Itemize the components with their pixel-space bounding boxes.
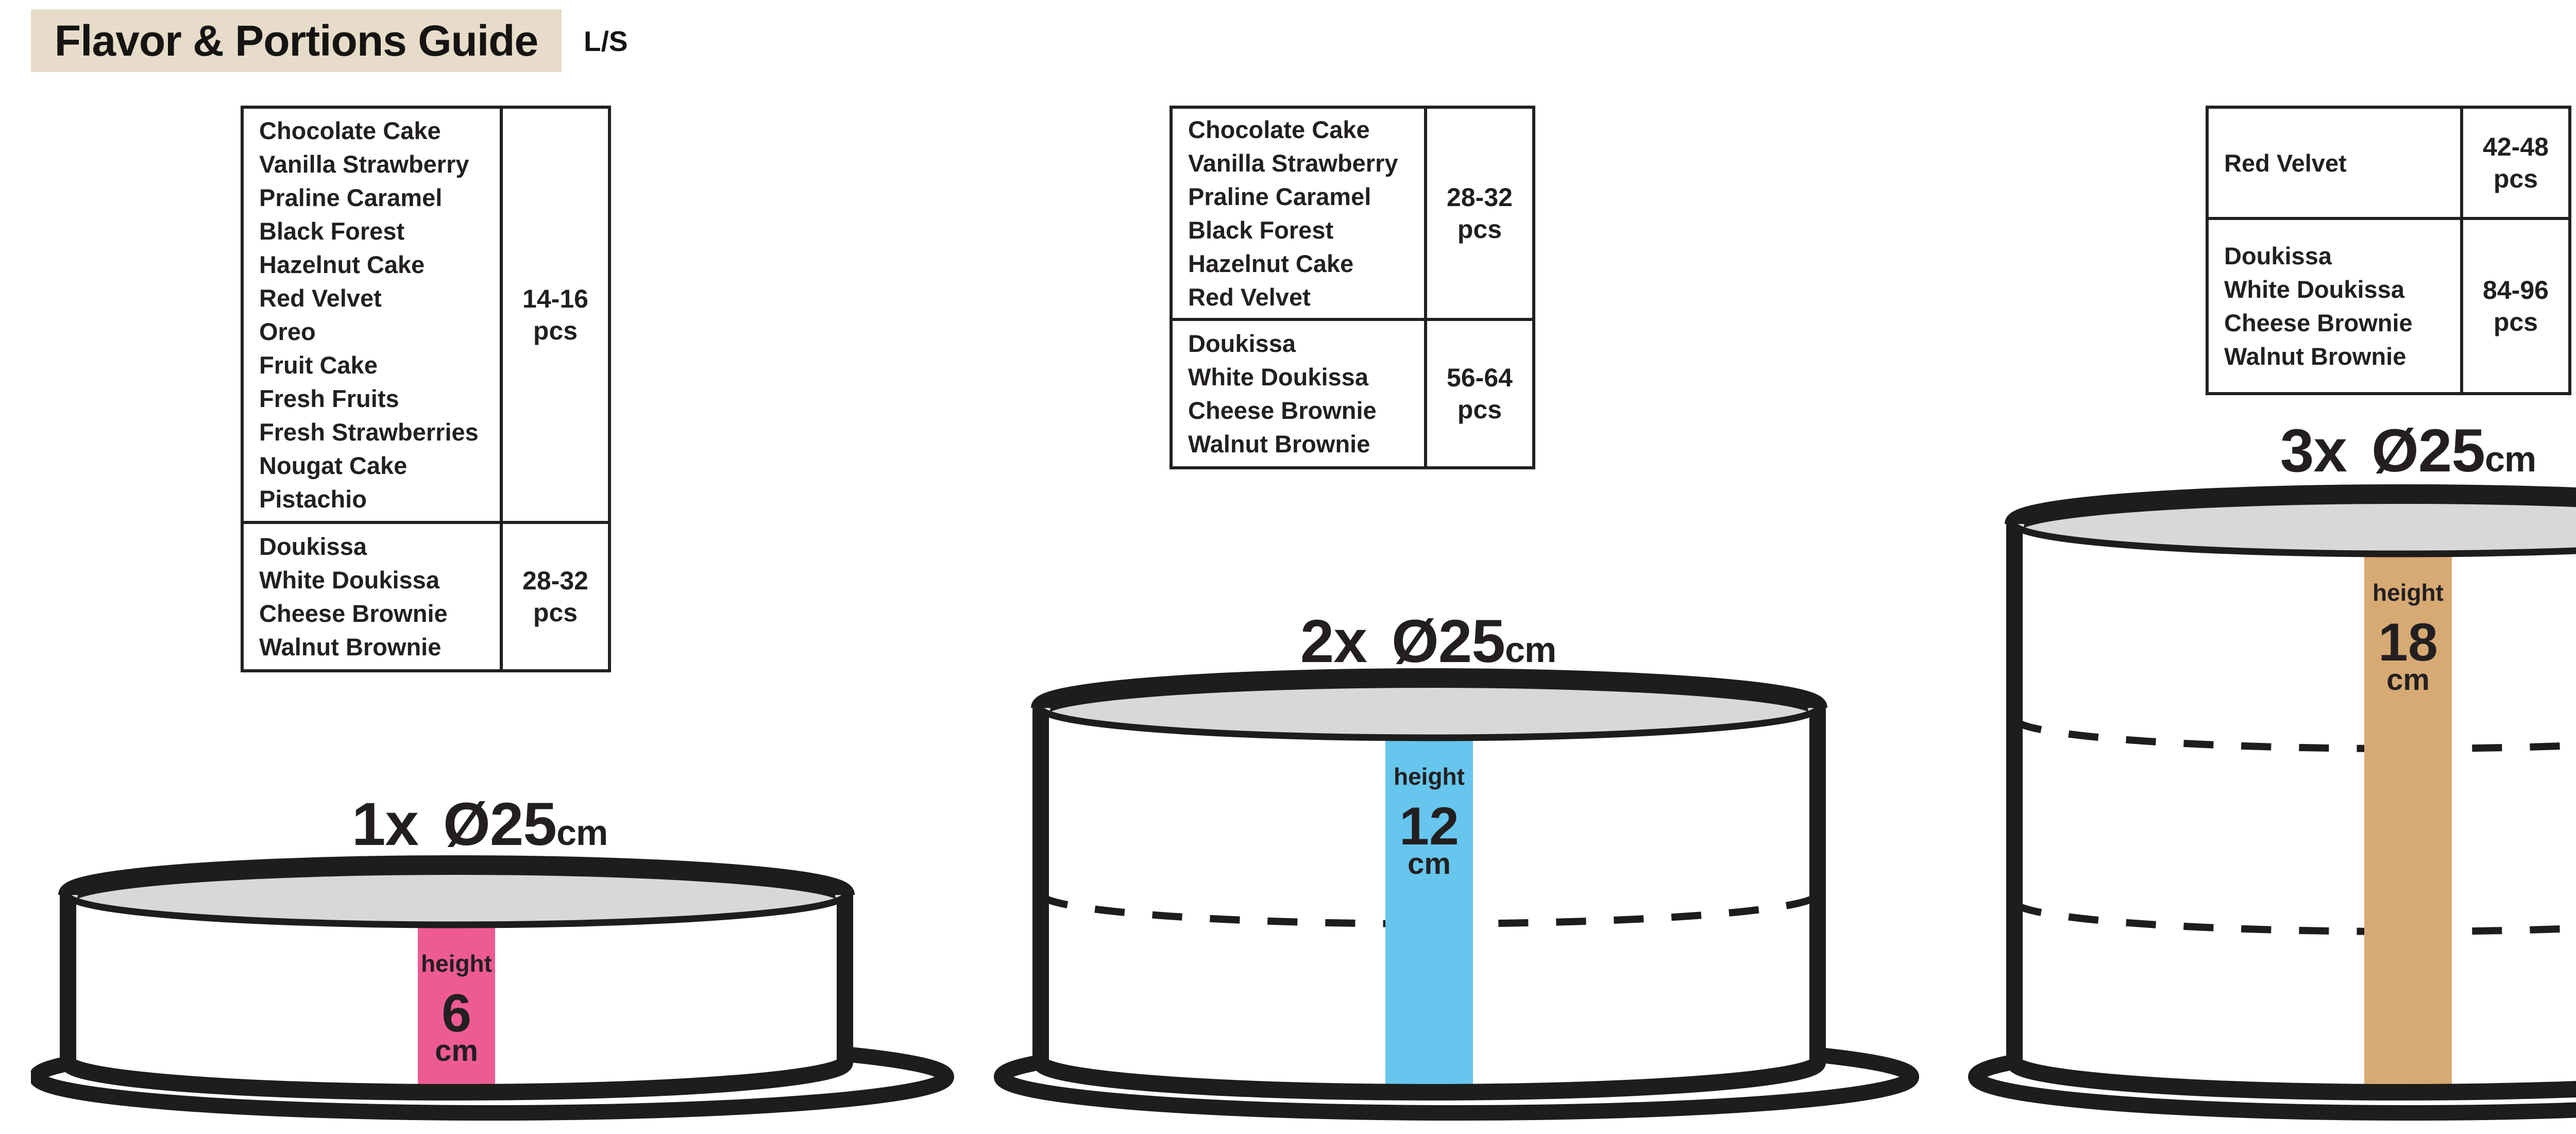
height-bar-unit: cm: [1408, 847, 1451, 881]
table-row: Chocolate Cake Vanilla Strawberry Pralin…: [1173, 109, 1532, 318]
cake-outline: [60, 895, 853, 1101]
cake-body: [2014, 524, 2576, 1092]
cake-diagram-1-tier: 1x Ø25cm height 6 cm: [31, 790, 954, 1121]
page-title-bar: Flavor & Portions Guide: [31, 9, 562, 72]
height-bar-value: 6: [442, 984, 471, 1043]
height-bar: [1385, 721, 1473, 1092]
portions-table-1-tier: Chocolate Cake Vanilla Strawberry Pralin…: [241, 106, 611, 672]
height-bar-value: 18: [2378, 613, 2438, 672]
height-bar-unit: cm: [2386, 663, 2430, 697]
cake-diagram-3-tier: 3x Ø25cm height 18 cm: [1968, 417, 2576, 1121]
height-bar-unit: cm: [435, 1034, 478, 1068]
flavor-list: Doukissa White Doukissa Cheese Brownie W…: [259, 533, 448, 661]
portions-value: 14-16 pcs: [500, 109, 608, 521]
height-bar: [2364, 536, 2452, 1092]
height-bar-caption: height: [1394, 763, 1465, 790]
flavor-list: Chocolate Cake Vanilla Strawberry Pralin…: [1188, 116, 1398, 311]
height-bar-caption: height: [421, 950, 492, 977]
portions-value: 28-32 pcs: [1424, 109, 1532, 318]
portions-table-2-tier: Chocolate Cake Vanilla Strawberry Pralin…: [1170, 106, 1535, 469]
size-code-label: L/S: [584, 25, 628, 57]
table-row: Doukissa White Doukissa Cheese Brownie W…: [1173, 318, 1532, 466]
flavor-list: Red Velvet: [2224, 149, 2347, 177]
flavor-list: Doukissa White Doukissa Cheese Brownie W…: [1188, 330, 1377, 458]
cake-outline: [2006, 524, 2576, 1101]
table-row: Red Velvet 42-48 pcs: [2209, 109, 2568, 217]
portions-value: 42-48 pcs: [2460, 109, 2568, 217]
cake-size-label: 2x Ø25cm: [1300, 607, 1556, 675]
height-bar-caption: height: [2372, 579, 2444, 606]
flavor-list: Doukissa White Doukissa Cheese Brownie W…: [2224, 242, 2413, 370]
table-row: Chocolate Cake Vanilla Strawberry Pralin…: [244, 109, 608, 521]
table-row: Doukissa White Doukissa Cheese Brownie W…: [244, 521, 608, 669]
height-bar-value: 12: [1399, 797, 1459, 856]
page-title: Flavor & Portions Guide: [54, 16, 538, 65]
cake-top-rim: [58, 855, 855, 901]
height-bar: [418, 904, 495, 1092]
cake-outline: [1032, 708, 1826, 1101]
portions-table-3-tier: Red Velvet 42-48 pcs Doukissa White Douk…: [2206, 106, 2571, 395]
cake-top-rim: [1031, 668, 1827, 714]
portions-value: 84-96 pcs: [2460, 220, 2568, 392]
table-row: Doukissa White Doukissa Cheese Brownie W…: [2209, 217, 2568, 392]
cake-top-rim: [2005, 484, 2576, 530]
portions-value: 28-32 pcs: [500, 524, 608, 669]
cake-size-label: 1x Ø25cm: [352, 790, 607, 858]
flavor-list: Chocolate Cake Vanilla Strawberry Pralin…: [259, 117, 479, 513]
cake-size-label: 3x Ø25cm: [2280, 417, 2536, 485]
cake-diagram-2-tier: 2x Ø25cm height 12 cm: [994, 607, 1919, 1121]
portions-value: 56-64 pcs: [1424, 321, 1532, 466]
